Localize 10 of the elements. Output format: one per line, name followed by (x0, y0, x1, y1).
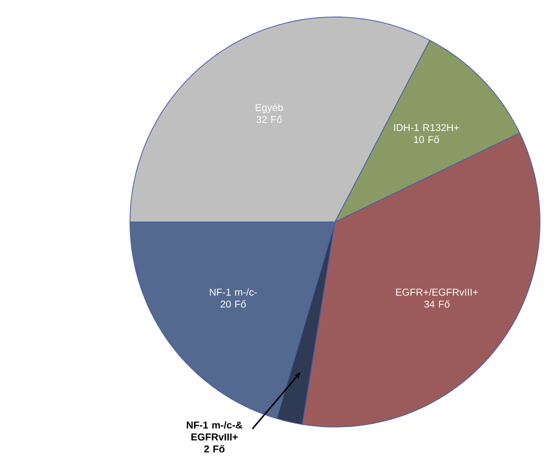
data-label: 10 Fő (414, 136, 439, 144)
slice-label: Egyéb (256, 104, 283, 114)
slice-label: NF-1 m-/c- (210, 288, 257, 296)
slice-label: EGFR+/EGFRvIII+ (396, 288, 478, 296)
data-label: 32 Fő (256, 116, 282, 123)
slice-label: NF-1 m-/c-& EGFRvIII+ (186, 421, 242, 441)
slice-label: IDH-1 R132H+ (394, 124, 459, 132)
data-label: 2 Fő (204, 445, 225, 452)
data-label: 20 Fő (220, 300, 246, 308)
data-label: 34 Fő (424, 300, 450, 308)
